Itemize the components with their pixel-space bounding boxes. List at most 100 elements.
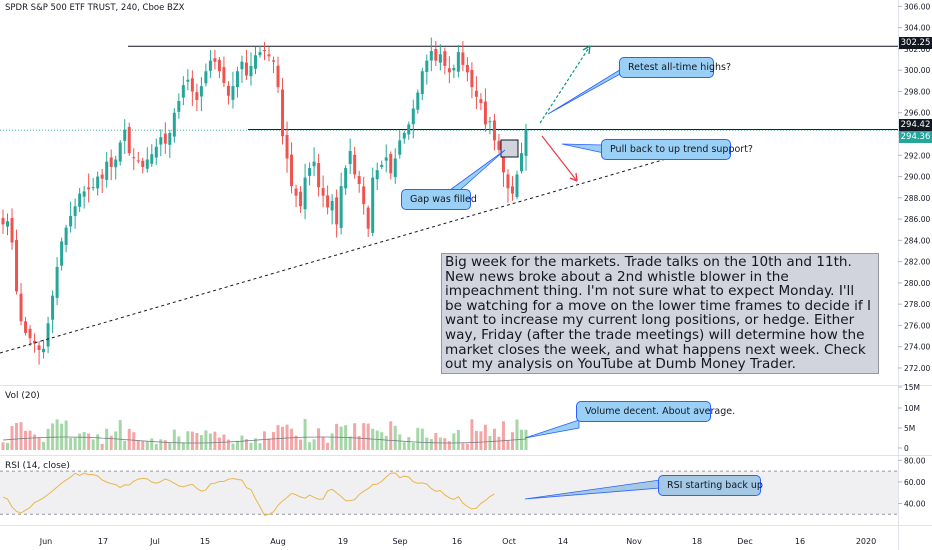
candle-body (416, 92, 420, 110)
volume-bar (452, 433, 456, 450)
volume-bar (411, 442, 415, 450)
candle-body (109, 157, 113, 167)
volume-bar (317, 428, 321, 450)
volume-bar (163, 440, 167, 450)
rsi-tick-label: 80.00 (904, 456, 926, 465)
candle-body (290, 154, 294, 187)
volume-bar (366, 423, 370, 450)
volume-bar (326, 442, 330, 450)
candle-body (519, 153, 523, 172)
time-axis-label: 18 (692, 537, 702, 546)
volume-bar (425, 437, 429, 450)
volume-bar (470, 419, 474, 450)
volume-bar (141, 440, 145, 450)
volume-callout-pointer (524, 419, 580, 439)
candle-body (384, 157, 388, 161)
volume-bar (24, 430, 28, 450)
callout-gap[interactable]: Gap was filled (401, 189, 477, 210)
candle-body (524, 129, 528, 156)
candle-body (299, 191, 303, 207)
volume-bar (150, 438, 154, 450)
callout-volume[interactable]: Volume decent. About average. (576, 401, 735, 422)
volume-bar (497, 436, 501, 450)
candle-body (244, 62, 248, 76)
candle-body (492, 120, 496, 141)
time-axis-label: 17 (98, 537, 108, 546)
volume-bar (213, 431, 217, 450)
candle-body (515, 174, 519, 198)
volume-pane-label: Vol (20) (5, 391, 40, 401)
volume-bar (105, 428, 109, 450)
candle-body (389, 153, 393, 174)
candle-body (461, 52, 465, 65)
volume-bar (276, 425, 280, 450)
volume-bar (447, 441, 451, 450)
time-axis-label: Aug (270, 537, 286, 546)
volume-bar (348, 436, 352, 450)
candle-body (272, 60, 276, 62)
candle-body (474, 90, 478, 97)
candle-body (132, 157, 136, 159)
volume-bar (299, 439, 303, 450)
gap-marker (500, 139, 519, 158)
candle-body (91, 187, 95, 189)
analysis-note[interactable]: Big week for the markets. Trade talks on… (441, 253, 879, 374)
volume-bar (87, 433, 91, 450)
volume-tick-label: 10M (904, 404, 920, 413)
candle-body (100, 174, 104, 179)
price-tick-label: 284.00 (904, 236, 930, 245)
time-axis-label: 19 (338, 537, 348, 546)
price-tick-label: 272.00 (904, 364, 930, 373)
candle-body (303, 177, 307, 210)
candle-body (154, 146, 158, 158)
volume-bar (217, 437, 221, 450)
price-tick-label: 278.00 (904, 300, 930, 309)
candle-body (479, 99, 483, 104)
candle-body (42, 348, 46, 353)
time-axis-label: Jul (149, 537, 160, 546)
price-tick-label: 274.00 (904, 343, 930, 352)
callout-pullback[interactable]: Pull back to up trend support? (601, 139, 753, 160)
support-price-tag: 294.42 (899, 119, 932, 131)
volume-bar (145, 441, 149, 450)
candle-body (141, 160, 145, 167)
volume-bar (231, 443, 235, 450)
candle-body (483, 101, 487, 125)
candle-body (163, 133, 167, 144)
volume-bar (420, 428, 424, 450)
price-tick-label: 282.00 (904, 258, 930, 267)
volume-bar (303, 418, 307, 450)
callout-rsi[interactable]: RSI starting back up (658, 475, 763, 496)
volume-bar (73, 437, 77, 450)
candle-body (321, 188, 325, 196)
volume-bar (226, 439, 230, 450)
candle-body (398, 140, 402, 155)
candle-body (420, 71, 424, 94)
volume-bar (51, 423, 55, 450)
volume-tick-label: 5M (904, 424, 915, 433)
volume-bar (91, 439, 95, 450)
volume-tick-label: 0 (904, 444, 909, 453)
callout-retest[interactable]: Retest all-time highs? (619, 57, 731, 78)
price-tick-label: 300.00 (904, 66, 930, 75)
candle-body (159, 137, 163, 145)
candle-body (172, 112, 176, 137)
volume-bar (461, 443, 465, 450)
candle-body (402, 132, 406, 139)
volume-bar (19, 422, 23, 450)
volume-bar (181, 442, 185, 450)
candle-body (429, 51, 433, 61)
volume-bar (519, 429, 523, 450)
down-arrowhead (569, 172, 578, 182)
candle-body (362, 186, 366, 205)
candle-body (357, 176, 361, 184)
candle-body (235, 71, 239, 88)
candle-body (465, 64, 469, 73)
candle-body (497, 140, 501, 150)
volume-ma-line (2, 436, 527, 444)
volume-bar (402, 442, 406, 450)
candle-body (217, 59, 221, 72)
candle-body (168, 132, 172, 145)
volume-bar (64, 420, 68, 450)
volume-bar (10, 426, 14, 450)
